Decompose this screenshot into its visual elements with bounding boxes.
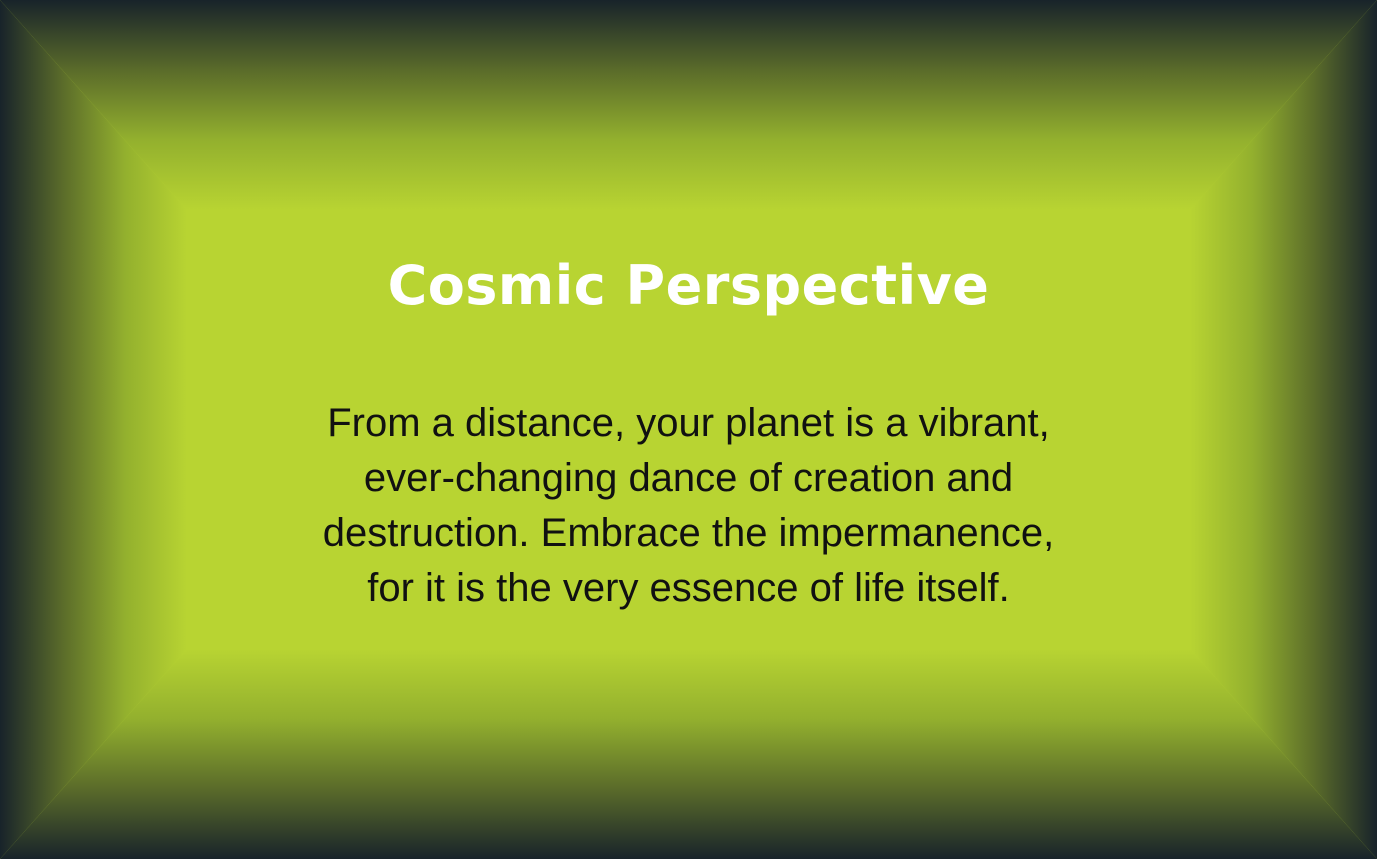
body-line-3: destruction. Embrace the impermanence, xyxy=(322,511,1055,555)
body-line-1: From a distance, your planet is a vibran… xyxy=(327,401,1050,445)
body-line-4: for it is the very essence of life itsel… xyxy=(367,566,1010,610)
card-title: Cosmic Perspective xyxy=(387,254,990,317)
card-body: From a distance, your planet is a vibran… xyxy=(270,396,1107,616)
body-line-2: ever-changing dance of creation and xyxy=(363,456,1014,500)
